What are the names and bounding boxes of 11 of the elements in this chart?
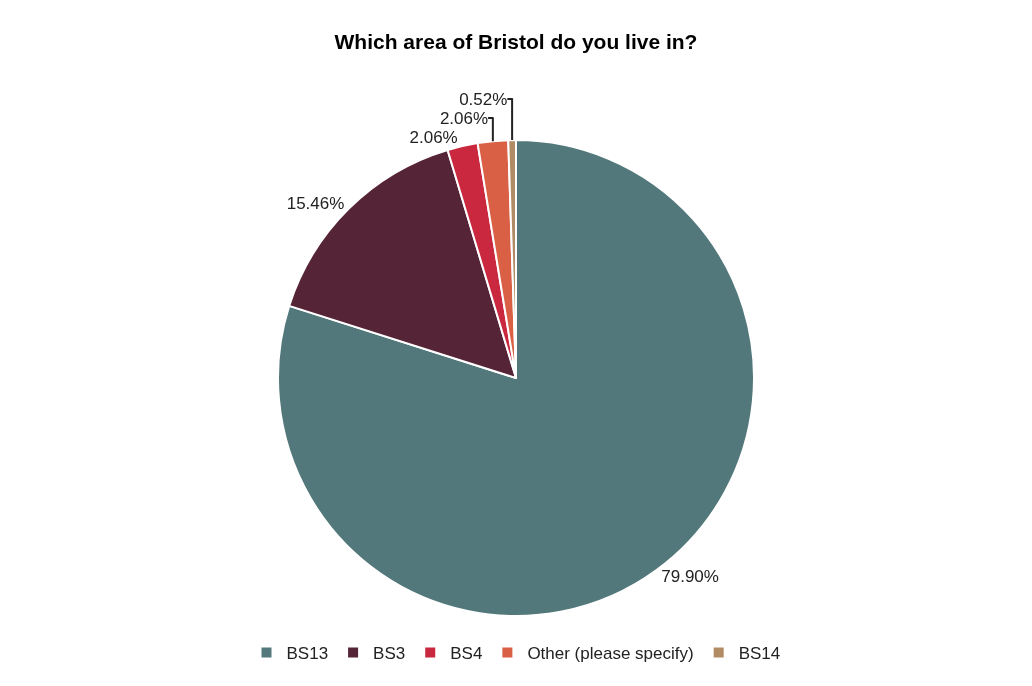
legend-label: BS3 bbox=[373, 644, 406, 664]
data-label: 2.06% bbox=[439, 108, 489, 128]
legend-label: BS14 bbox=[738, 644, 781, 664]
data-label: 15.46% bbox=[286, 194, 345, 214]
data-label: 2.06% bbox=[409, 127, 458, 147]
chart-title: Which area of Bristol do you live in? bbox=[334, 30, 698, 53]
legend-label: Other (please specify) bbox=[527, 644, 694, 664]
legend-label: BS4 bbox=[450, 644, 483, 664]
data-label: 79.90% bbox=[661, 566, 719, 586]
legend-label: BS13 bbox=[286, 644, 329, 664]
data-label: 0.52% bbox=[459, 89, 508, 109]
